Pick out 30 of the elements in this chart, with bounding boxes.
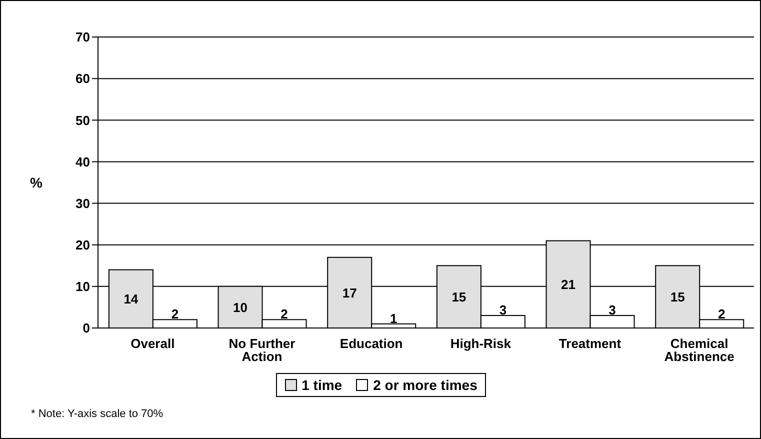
x-tick-label: Chemical Abstinence [664,336,734,364]
x-tick-label: Overall [130,336,175,351]
x-tick-label: Education [340,336,403,351]
data-label: 2 [718,306,726,322]
x-tick-label: High-Risk [450,336,512,351]
data-label: 1 [390,310,398,326]
y-axis-title: % [30,174,43,190]
y-tick-label: 40 [76,154,90,170]
data-label: 2 [171,306,179,322]
legend-label: 1 time [300,377,342,393]
data-label: 10 [233,300,248,315]
data-label: 3 [608,302,616,318]
data-label: 15 [452,289,466,304]
x-tick-label: No Further Action [228,336,296,364]
y-tick-label: 50 [76,112,90,128]
y-tick-label: 60 [76,71,90,86]
data-label: 17 [342,285,357,300]
data-label: 14 [124,292,139,307]
legend-label: 2 or more times [372,377,478,393]
y-tick-label: 10 [76,279,90,294]
data-label: 2 [280,306,288,322]
y-tick-label: 20 [76,237,90,252]
y-tick-label: 0 [82,320,90,336]
data-label: 15 [670,289,685,304]
data-label: 3 [499,302,507,318]
y-tick-label: 70 [76,30,90,45]
x-tick-label: Treatment [558,336,622,351]
data-label: 21 [561,276,576,292]
text: * Note: Y-axis scale to 70% [31,408,164,420]
y-tick-label: 30 [76,196,90,211]
